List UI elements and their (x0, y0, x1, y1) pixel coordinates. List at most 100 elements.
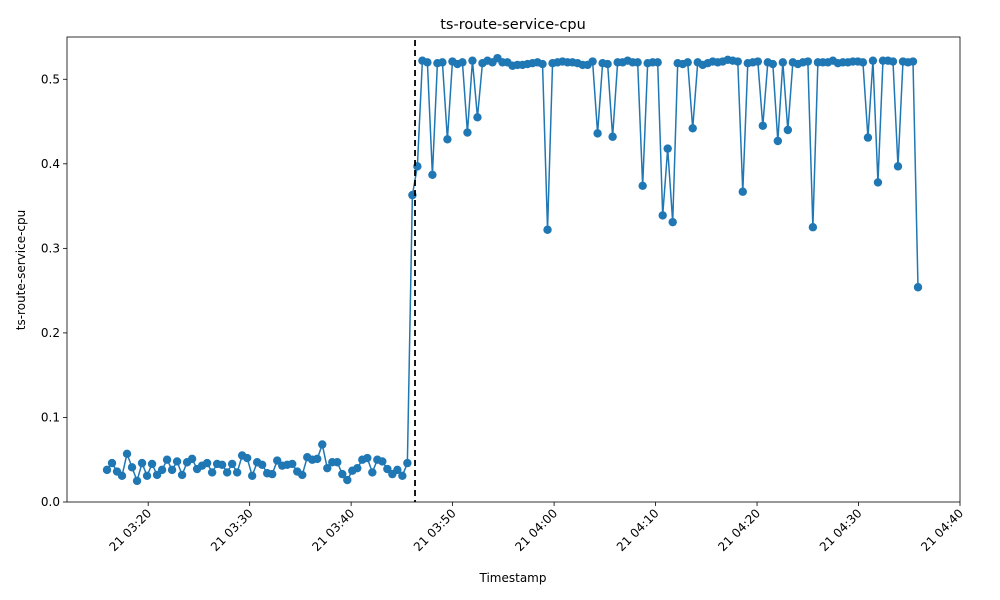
data-point (803, 57, 813, 66)
data-point (137, 458, 147, 468)
data-point (318, 440, 327, 449)
data-point (423, 58, 432, 67)
data-point (593, 129, 602, 138)
y-tick-label: 0.1 (41, 410, 60, 424)
data-point (122, 449, 132, 459)
data-point (142, 471, 152, 480)
data-point (473, 113, 482, 122)
x-tick-label: 21 03:50 (411, 506, 459, 554)
data-point (353, 463, 362, 473)
plot-area: 0.0 0.1 0.2 0.3 0.4 0.5 21 03:20 21 03:30 21 03:… (41, 36, 966, 554)
data-point (913, 283, 923, 292)
x-tick-label: 21 04:00 (512, 506, 560, 554)
data-point (733, 57, 742, 66)
x-tick-label: 21 03:40 (309, 506, 357, 554)
data-point (808, 223, 818, 232)
data-point (538, 59, 547, 69)
y-tick-label: 0.2 (41, 326, 60, 340)
data-point (738, 187, 747, 196)
data-point (753, 57, 762, 66)
x-axis-label: Timestamp (479, 571, 547, 585)
data-point (222, 468, 232, 477)
data-point (863, 133, 873, 142)
data-point (323, 463, 332, 473)
x-tick-label: 21 04:20 (715, 506, 763, 554)
data-point (102, 465, 112, 475)
data-point (468, 56, 477, 65)
data-point (663, 144, 672, 153)
data-point (668, 217, 677, 227)
data-point (543, 225, 552, 234)
data-point (298, 470, 307, 480)
y-tick-label: 0.4 (41, 157, 60, 171)
x-tick-label: 21 03:20 (106, 506, 154, 554)
data-point (132, 476, 142, 486)
data-point (633, 58, 642, 67)
data-point (333, 458, 342, 467)
data-point (117, 471, 127, 480)
data-point (653, 58, 662, 67)
data-point (783, 125, 793, 135)
data-point (338, 469, 347, 479)
data-point (368, 468, 377, 477)
data-point (768, 59, 778, 69)
data-point (202, 458, 212, 468)
data-point (127, 463, 137, 472)
data-point (107, 458, 117, 468)
chart-title: ts-route-service-cpu (440, 17, 586, 33)
data-point (893, 162, 903, 171)
data-point (247, 471, 257, 480)
data-point (172, 457, 182, 466)
x-tick-label: 21 03:30 (208, 506, 256, 554)
x-tick-label: 21 04:30 (817, 506, 865, 554)
y-tick-label: 0.5 (41, 72, 60, 86)
data-point (177, 470, 187, 480)
data-point (157, 465, 167, 475)
data-point (683, 58, 692, 67)
data-point (257, 460, 267, 469)
data-point (147, 459, 157, 469)
plot-frame (66, 36, 961, 503)
data-point (773, 136, 783, 146)
data-point (398, 471, 407, 480)
data-point (858, 58, 868, 67)
data-point (363, 453, 372, 463)
data-point (232, 468, 242, 477)
data-point (778, 58, 788, 67)
data-point (378, 457, 387, 466)
data-point (227, 459, 237, 469)
data-point (443, 135, 452, 144)
data-point (207, 468, 217, 477)
data-point (428, 170, 437, 180)
y-axis-label: ts-route-service-cpu (14, 210, 28, 330)
data-point (758, 121, 768, 130)
data-point (658, 211, 667, 220)
data-point (608, 132, 617, 141)
data-point (167, 465, 177, 475)
data-point (688, 124, 697, 133)
data-point (162, 455, 172, 464)
data-point (458, 58, 467, 67)
series-line (106, 57, 919, 484)
data-point (888, 57, 898, 66)
data-point (217, 460, 227, 469)
x-tick-label: 21 04:40 (918, 506, 966, 554)
data-point (313, 454, 322, 464)
data-point (603, 59, 612, 69)
x-tick-label: 21 04:10 (614, 506, 662, 554)
data-point (403, 458, 412, 468)
data-point (393, 465, 402, 475)
data-point (908, 57, 918, 66)
data-point (343, 475, 352, 485)
data-point (873, 178, 883, 187)
data-point (187, 454, 197, 464)
data-point (268, 469, 277, 479)
y-tick-label: 0.3 (41, 241, 60, 255)
y-tick-label: 0.0 (41, 495, 60, 509)
data-point (242, 453, 252, 463)
data-point (638, 181, 647, 190)
data-point (868, 56, 878, 65)
data-point (463, 128, 472, 137)
data-point (288, 459, 297, 469)
